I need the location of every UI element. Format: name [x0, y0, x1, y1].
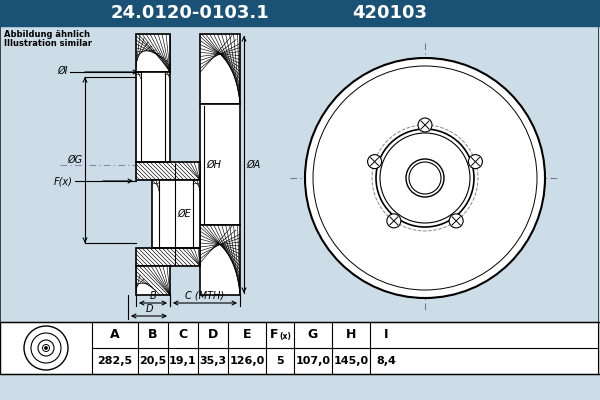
Text: F(x): F(x) — [54, 176, 73, 186]
Text: B: B — [148, 328, 158, 342]
Text: ØH: ØH — [206, 160, 221, 170]
Bar — [152, 180, 159, 248]
Text: C: C — [178, 328, 188, 342]
Bar — [200, 104, 240, 224]
Text: ØI: ØI — [58, 66, 68, 76]
Circle shape — [300, 53, 550, 303]
Bar — [193, 180, 200, 248]
Circle shape — [418, 118, 432, 132]
Text: H: H — [346, 328, 356, 342]
Bar — [141, 72, 165, 162]
Bar — [136, 34, 170, 72]
Text: 19,1: 19,1 — [169, 356, 197, 366]
Text: B: B — [149, 291, 157, 301]
Text: Abbildung ähnlich: Abbildung ähnlich — [4, 30, 90, 39]
Bar — [159, 180, 193, 248]
Text: C (MTH): C (MTH) — [185, 291, 224, 301]
Bar — [136, 266, 170, 295]
Bar — [165, 72, 170, 162]
Text: 35,3: 35,3 — [199, 356, 227, 366]
Text: 8,4: 8,4 — [376, 356, 396, 366]
Circle shape — [387, 214, 401, 228]
Text: E: E — [243, 328, 251, 342]
Bar — [0, 26, 598, 322]
Text: I: I — [384, 328, 388, 342]
Text: 24.0120-0103.1: 24.0120-0103.1 — [110, 4, 269, 22]
Text: 126,0: 126,0 — [229, 356, 265, 366]
Bar — [0, 26, 600, 322]
Circle shape — [449, 214, 463, 228]
Text: G: G — [308, 328, 318, 342]
Bar — [200, 224, 240, 295]
Text: A: A — [110, 328, 120, 342]
Text: (x): (x) — [279, 332, 291, 342]
Text: ØE: ØE — [177, 209, 191, 219]
Bar — [0, 322, 600, 374]
Text: 420103: 420103 — [353, 4, 427, 22]
Bar — [200, 34, 240, 104]
Text: 107,0: 107,0 — [296, 356, 331, 366]
Circle shape — [368, 155, 382, 169]
Bar — [136, 162, 200, 180]
Text: 5: 5 — [276, 356, 284, 366]
Text: D: D — [208, 328, 218, 342]
Bar — [136, 72, 141, 162]
Text: Illustration similar: Illustration similar — [4, 39, 92, 48]
Circle shape — [305, 58, 545, 298]
Bar — [136, 72, 170, 162]
Text: F: F — [269, 328, 278, 342]
Circle shape — [313, 66, 537, 290]
Text: 20,5: 20,5 — [139, 356, 167, 366]
Bar — [136, 248, 200, 266]
Bar — [0, 322, 600, 374]
Text: D: D — [145, 304, 153, 314]
Circle shape — [44, 346, 47, 350]
Text: ØG: ØG — [67, 155, 82, 165]
Bar — [0, 0, 600, 26]
Bar — [152, 180, 200, 248]
Text: ØA: ØA — [246, 160, 260, 170]
Circle shape — [376, 129, 474, 227]
Circle shape — [406, 159, 444, 197]
Text: 282,5: 282,5 — [97, 356, 133, 366]
Circle shape — [380, 133, 470, 223]
Circle shape — [469, 155, 482, 169]
Circle shape — [409, 162, 441, 194]
Text: 145,0: 145,0 — [334, 356, 368, 366]
